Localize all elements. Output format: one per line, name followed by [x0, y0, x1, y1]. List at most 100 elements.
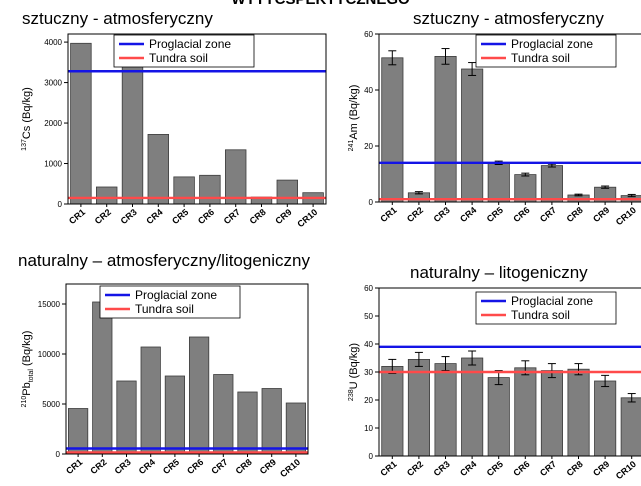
- legend-label: Proglacial zone: [511, 294, 593, 308]
- y-tick-label: 5000: [42, 400, 60, 409]
- legend-label: Proglacial zone: [511, 37, 593, 51]
- y-tick-label: 4000: [44, 38, 62, 47]
- legend-label: Tundra soil: [149, 51, 208, 65]
- x-tick-label-cr1: CR1: [378, 459, 398, 478]
- bar-cr1: [68, 408, 89, 455]
- y-tick-label: 15000: [38, 300, 61, 309]
- x-tick-label-cr7: CR7: [222, 207, 242, 226]
- y-tick-label: 60: [364, 284, 373, 293]
- x-tick-label-cr6: CR6: [185, 457, 205, 476]
- y-tick-label: 20: [364, 142, 373, 151]
- x-tick-label-cr5: CR5: [485, 459, 505, 478]
- bar-cr9: [276, 179, 299, 205]
- y-tick-label: 0: [56, 450, 61, 459]
- bar-cr10: [620, 397, 641, 457]
- x-tick-label-cr5: CR5: [485, 205, 505, 224]
- x-tick-label-cr7: CR7: [538, 459, 558, 478]
- bar-cr2: [407, 359, 431, 457]
- section-title-u238: naturalny – litogeniczny: [410, 263, 588, 282]
- y-tick-label: 30: [364, 368, 373, 377]
- bar-cr1: [70, 42, 92, 205]
- x-tick-label-cr1: CR1: [378, 205, 398, 224]
- x-tick-label-cr6: CR6: [511, 459, 531, 478]
- x-tick-label-cr8: CR8: [565, 459, 585, 478]
- y-tick-label: 20: [364, 396, 373, 405]
- bar-cr5: [164, 375, 185, 455]
- bar-cr6: [514, 174, 537, 203]
- error-bar-cr10: [627, 393, 636, 403]
- x-tick-label-cr1: CR1: [64, 457, 84, 476]
- x-tick-label-cr8: CR8: [565, 205, 585, 224]
- bar-cr1: [381, 366, 404, 457]
- bar-cr5: [173, 176, 195, 205]
- cs137-chart: 0 1000 2000 3000 4000 CR1 CR2 CR3 CR4 CR5 CR6 CR7 CR…: [21, 33, 327, 229]
- y-tick-label: 0: [58, 200, 63, 209]
- x-tick-label-cr6: CR6: [511, 205, 531, 224]
- y-tick-label: 40: [364, 86, 373, 95]
- y-tick-label: 3000: [44, 78, 62, 87]
- bar-cr4: [140, 346, 161, 455]
- y-tick-label: 1000: [44, 159, 62, 168]
- u238-chart: 0 10 20 30 40 50 60 CR1 CR2 CR3 CR4 CR5 CR6 CR7 CR8 CR9…: [348, 284, 641, 481]
- error-bar-cr10: [627, 193, 636, 198]
- x-tick-label-cr10: CR10: [278, 457, 302, 479]
- error-bar-cr9: [601, 374, 610, 388]
- x-tick-label-cr7: CR7: [209, 457, 229, 476]
- error-bar-cr1: [388, 50, 397, 66]
- error-bar-cr2: [414, 351, 423, 367]
- legend-box: [99, 285, 241, 319]
- bar-cr9: [594, 380, 617, 457]
- bar-cr3: [434, 363, 457, 457]
- y-tick-label: 60: [364, 30, 373, 39]
- x-tick-label-cr4: CR4: [458, 459, 478, 478]
- bar-cr5: [487, 377, 510, 457]
- x-tick-label-cr3: CR3: [113, 457, 133, 476]
- x-tick-label-cr1: CR1: [67, 207, 87, 226]
- error-bar-cr2: [414, 191, 423, 195]
- error-bar-cr3: [441, 356, 450, 372]
- x-tick-label-cr8: CR8: [234, 457, 254, 476]
- x-tick-label-cr4: CR4: [458, 205, 478, 224]
- error-bar-cr8: [574, 193, 583, 197]
- x-tick-label-cr2: CR2: [93, 207, 113, 226]
- x-tick-label-cr10: CR10: [614, 205, 638, 227]
- bar-cr3: [116, 380, 137, 455]
- legend-label: Tundra soil: [511, 51, 570, 65]
- error-bar-cr4: [468, 62, 477, 76]
- bar-cr4: [147, 134, 170, 205]
- y-tick-label: 40: [364, 340, 373, 349]
- x-tick-label-cr6: CR6: [196, 207, 216, 226]
- x-tick-label-cr3: CR3: [432, 205, 452, 224]
- bar-cr10: [285, 402, 307, 455]
- y-axis-label: 210Pbtotal (Bq/kg): [21, 331, 35, 408]
- legend-box: [113, 34, 255, 68]
- y-axis-label: 137Cs (Bq/kg): [21, 87, 33, 151]
- bar-cr6: [199, 174, 221, 205]
- error-bar-cr9: [601, 185, 610, 189]
- bar-cr8: [567, 368, 590, 457]
- error-bar-cr7: [547, 163, 556, 168]
- page-title: WYTYCSPEKTYCZNEGO: [0, 0, 641, 8]
- section-title-cs137: sztuczny - atmosferyczny: [22, 9, 213, 28]
- y-tick-label: 10: [364, 424, 373, 433]
- y-tick-label: 50: [364, 312, 373, 321]
- bar-cr9: [261, 388, 282, 455]
- bar-cr7: [540, 370, 564, 457]
- bar-cr7: [224, 149, 247, 205]
- x-tick-label-cr8: CR8: [248, 207, 268, 226]
- bar-cr6: [514, 367, 537, 457]
- x-tick-label-cr2: CR2: [405, 459, 425, 478]
- legend-label: Tundra soil: [511, 308, 570, 322]
- error-bar-cr7: [547, 363, 556, 379]
- x-tick-label-cr7: CR7: [538, 205, 558, 224]
- bar-cr6: [188, 336, 210, 455]
- legend-box: [475, 291, 617, 325]
- y-tick-label: 0: [369, 452, 374, 461]
- x-tick-label-cr2: CR2: [88, 457, 108, 476]
- x-tick-label-cr2: CR2: [405, 205, 425, 224]
- y-axis-label: 238U (Bq/kg): [348, 343, 360, 401]
- y-axis-label: 241Am (Bq/kg): [348, 85, 360, 152]
